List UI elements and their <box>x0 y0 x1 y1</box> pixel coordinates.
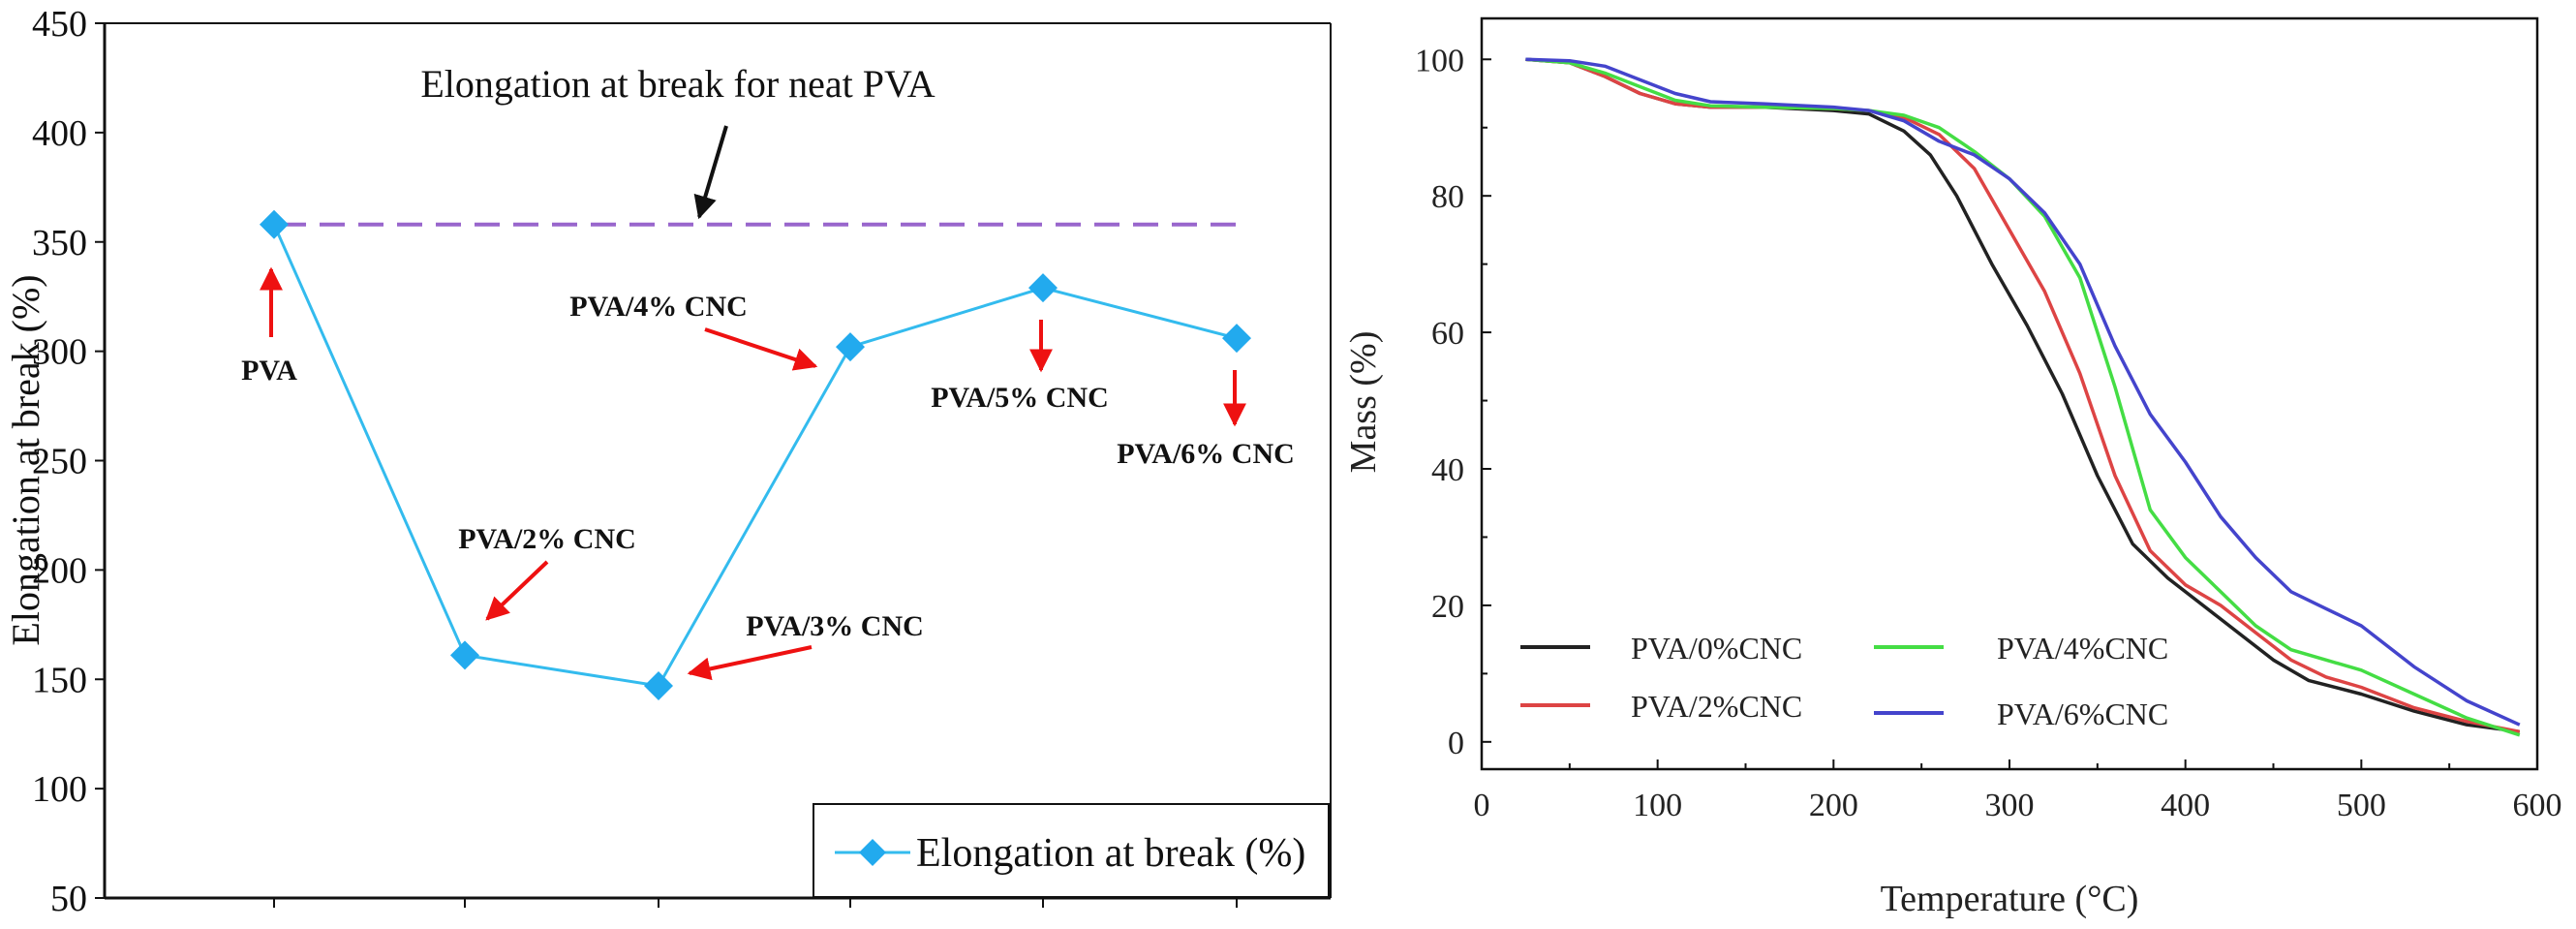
elongation-series-line <box>272 224 1238 688</box>
right-y-tick-label: 80 <box>1431 179 1464 215</box>
point-label-arrow <box>687 645 813 681</box>
tga-series <box>1525 57 2521 737</box>
left-y-tick-label: 50 <box>50 879 87 919</box>
tga-line-pva-6-cnc <box>1525 57 2521 727</box>
point-label: PVA/3% CNC <box>746 610 924 642</box>
elongation-markers <box>260 209 1251 701</box>
right-x-tick-label: 600 <box>2513 788 2562 823</box>
right-x-tick-label: 500 <box>2337 788 2386 823</box>
left-legend-label: Elongation at break (%) <box>916 831 1305 876</box>
tga-chart: 0 100 200 300 400 500 600 0 20 40 60 80 100 PVA/0%C… <box>1343 16 2562 919</box>
elongation-point <box>644 671 673 701</box>
right-x-axis-label: Temperature (°C) <box>1881 879 2139 919</box>
elongation-point <box>450 640 479 670</box>
point-label: PVA/5% CNC <box>931 382 1109 414</box>
right-legend: PVA/0%CNC PVA/4%CNC PVA/2%CNC PVA/6%CNC <box>1520 631 2168 731</box>
point-label: PVA/4% CNC <box>569 291 748 323</box>
left-y-tick-label: 350 <box>32 223 87 263</box>
point-label: PVA/6% CNC <box>1117 438 1295 470</box>
right-legend-label: PVA/0%CNC <box>1631 631 1802 666</box>
tga-line-pva-2-cnc <box>1525 57 2521 734</box>
reference-label-arrow <box>693 125 728 220</box>
left-y-tick-label: 250 <box>32 442 87 482</box>
elongation-chart: 50 100 150 200 250 300 350 400 450 PVA PVA/2% CNC… <box>4 4 1332 919</box>
left-y-tick-label: 450 <box>32 4 87 45</box>
right-x-ticks: 0 100 200 300 400 500 600 <box>1474 759 2562 823</box>
right-y-tick-label: 0 <box>1448 726 1464 761</box>
right-legend-label: PVA/2%CNC <box>1631 689 1802 724</box>
right-y-axis-label: Mass (%) <box>1343 331 1384 474</box>
right-legend-label: PVA/6%CNC <box>1997 697 2168 731</box>
left-y-tick-label: 400 <box>32 113 87 154</box>
right-y-tick-label: 60 <box>1431 316 1464 352</box>
right-x-tick-label: 0 <box>1474 788 1490 823</box>
left-legend: Elongation at break (%) <box>813 803 1330 898</box>
elongation-point <box>1222 324 1251 354</box>
left-x-ticks <box>273 898 1238 908</box>
left-y-tick-label: 200 <box>32 550 87 591</box>
reference-line-label: Elongation at break for neat PVA <box>420 62 935 106</box>
left-y-axis-label: Elongation at break (%) <box>4 274 47 645</box>
right-x-tick-label: 100 <box>1633 788 1682 823</box>
left-y-tick-label: 300 <box>32 332 87 373</box>
left-legend-box <box>813 803 1330 898</box>
point-annotations: PVA PVA/2% CNC PVA/3% CNC PVA/4% CNC PVA/5% … <box>241 266 1295 681</box>
right-x-tick-label: 300 <box>1985 788 2035 823</box>
right-y-tick-label: 100 <box>1415 43 1464 78</box>
right-x-tick-label: 200 <box>1809 788 1858 823</box>
point-label: PVA/2% CNC <box>458 523 636 555</box>
right-y-ticks: 0 20 40 60 80 100 <box>1415 43 1491 761</box>
right-y-tick-label: 40 <box>1431 452 1464 488</box>
right-y-tick-label: 20 <box>1431 589 1464 625</box>
elongation-point <box>260 209 289 239</box>
point-label-arrow <box>485 560 549 621</box>
elongation-point <box>836 332 865 362</box>
right-x-tick-label: 400 <box>2161 788 2210 823</box>
left-y-tick-label: 100 <box>32 769 87 810</box>
right-legend-label: PVA/4%CNC <box>1997 631 2168 666</box>
left-legend-marker <box>859 839 886 866</box>
point-label: PVA <box>241 355 297 387</box>
elongation-point <box>1028 273 1058 303</box>
point-label-arrow <box>704 327 818 371</box>
left-y-tick-label: 150 <box>32 660 87 700</box>
left-y-ticks: 50 100 150 200 250 300 350 400 450 <box>32 4 105 919</box>
